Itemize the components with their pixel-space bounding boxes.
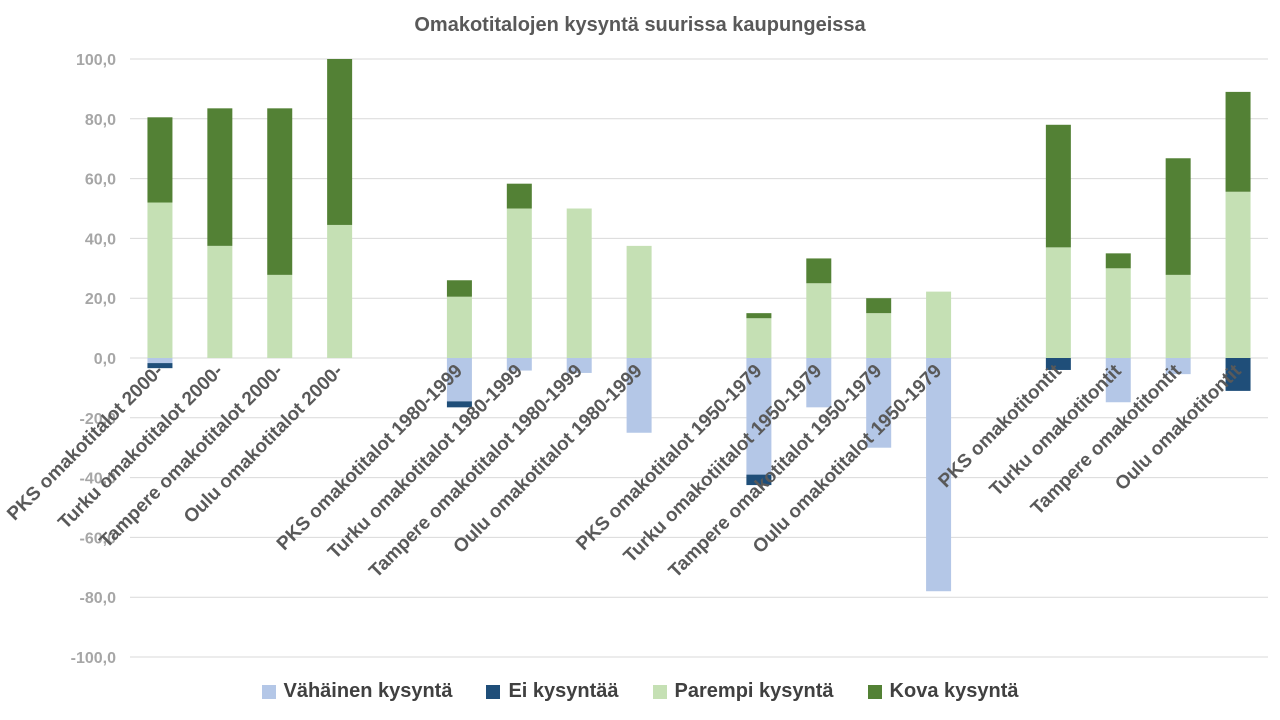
bar-segment [746,313,772,319]
legend-swatch [867,684,882,699]
bar-segment [1225,358,1251,391]
bars [147,59,1251,592]
legend-item: Parempi kysyntä [652,680,834,703]
bar-segment [626,358,652,433]
bar-segment [207,245,233,358]
bar-segment [926,291,952,358]
bar-segment [746,474,772,486]
bar-segment [446,358,472,402]
legend-swatch [261,684,276,699]
y-tick-label: 100,0 [76,52,116,69]
y-tick-label: -60,0 [80,530,117,547]
bar-segment [506,183,532,209]
bar-segment [806,358,832,408]
x-category-label: Tampere omakotitalot 1980-1999 [365,361,586,582]
bar-segment [746,318,772,358]
bar-segment [267,274,293,358]
legend: Vähäinen kysyntä Ei kysyntää Parempi kysyn… [0,680,1280,703]
chart-title: Omakotitalojen kysyntä suurissa kaupunge… [414,14,866,36]
y-tick-label: -100,0 [71,650,116,667]
bar-segment [1045,247,1071,358]
bar-segment [1105,253,1131,269]
legend-label: Vähäinen kysyntä [283,680,453,702]
x-category-label: Tampere omakotitalot 1950-1979 [665,361,886,582]
bar-segment [446,401,472,408]
bar-segment [1225,91,1251,192]
y-tick-label: 80,0 [85,112,116,129]
bar-segment [1105,358,1131,403]
bar-segment [207,108,233,246]
legend-swatch [486,684,501,699]
y-tick-label: -20,0 [80,411,117,428]
bar-segment [327,59,353,225]
bar-segment [566,358,592,373]
y-tick-label: 20,0 [85,291,116,308]
y-tick-label: 40,0 [85,231,116,248]
x-axis-category-labels: PKS omakotitalot 2000-Turku omakotitalot… [3,360,1246,582]
bar-segment [746,358,772,475]
bar-segment [506,208,532,358]
bar-segment [1045,124,1071,248]
bar-segment [1165,158,1191,275]
legend-label: Ei kysyntää [508,680,619,702]
bar-segment [446,296,472,358]
bar-segment [1165,274,1191,358]
bar-segment [147,363,173,369]
bar-segment [147,202,173,358]
bar-segment [566,208,592,358]
bar-segment [1045,358,1071,370]
bar-segment [1165,358,1191,375]
bar-segment [806,258,832,284]
bar-segment [866,358,892,448]
legend-item: Kova kysyntä [867,680,1019,703]
legend-swatch [652,684,667,699]
bar-segment [926,358,952,592]
legend-label: Kova kysyntä [889,680,1019,702]
bar-segment [866,313,892,358]
bar-segment [327,224,353,358]
y-axis-tick-labels: 100,0 80,0 60,0 40,0 20,0 0,0 -20,0 -40,0 -60,0 -… [71,52,116,667]
chart-plot-area: 100,0 80,0 60,0 40,0 20,0 0,0 -20,0 -40,0 -60,0 -… [3,52,1268,667]
legend-item: Ei kysyntää [486,680,619,703]
y-tick-label: 60,0 [85,172,116,189]
bar-segment [446,280,472,297]
bar-segment [147,358,173,364]
y-tick-label: -40,0 [80,471,117,488]
bar-segment [267,108,293,275]
bar-segment [1105,268,1131,358]
bar-segment [866,298,892,314]
bar-segment [1225,191,1251,358]
y-tick-label: 0,0 [94,351,116,368]
gridlines [130,58,1268,658]
bar-segment [626,245,652,358]
bar-segment [147,117,173,203]
legend-item: Vähäinen kysyntä [261,680,453,703]
y-tick-label: -80,0 [80,590,117,607]
bar-segment [806,283,832,358]
legend-label: Parempi kysyntä [674,680,834,702]
bar-segment [506,358,532,371]
